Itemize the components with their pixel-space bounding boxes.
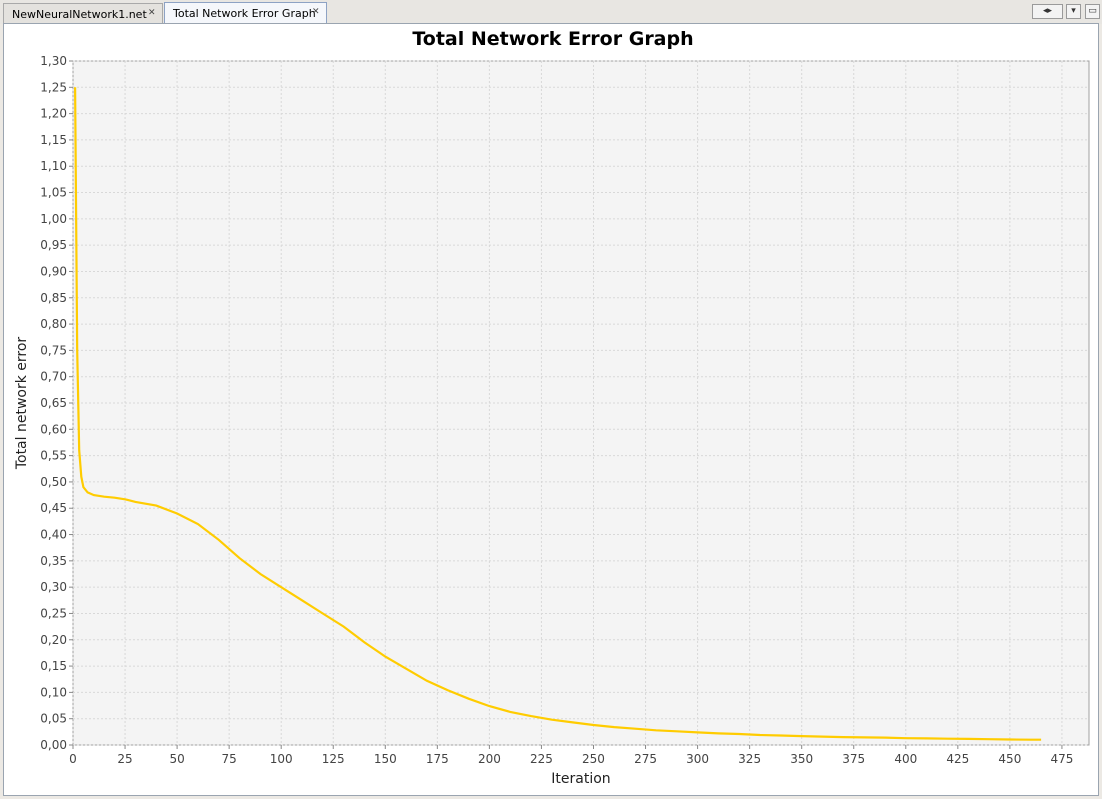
- x-tick-label: 325: [738, 752, 761, 766]
- x-tick-label: 125: [322, 752, 345, 766]
- x-tick-label: 100: [270, 752, 293, 766]
- tab-new-neural-network[interactable]: NewNeuralNetwork1.net ✕: [3, 3, 163, 23]
- tab-label: Total Network Error Graph: [173, 7, 316, 20]
- x-tick-label: 350: [790, 752, 813, 766]
- chevron-down-icon[interactable]: ▾: [1066, 4, 1081, 19]
- y-tick-label: 0,95: [40, 238, 67, 252]
- y-tick-label: 0,60: [40, 422, 67, 436]
- y-tick-label: 0,30: [40, 580, 67, 594]
- x-tick-label: 425: [946, 752, 969, 766]
- graph-panel: Total Network Error Graph 0,00 0,05 0,10 0,…: [3, 23, 1099, 796]
- y-tick-label: 0,15: [40, 659, 67, 673]
- y-tick-label: 0,35: [40, 554, 67, 568]
- tab-scroll-buttons: ◂▸: [1032, 4, 1063, 19]
- y-tick-label: 1,00: [40, 212, 67, 226]
- tab-label: NewNeuralNetwork1.net: [12, 8, 147, 21]
- y-axis-label: Total network error: [14, 337, 30, 471]
- grid-lines: [72, 60, 1089, 746]
- x-tick-label: 50: [169, 752, 184, 766]
- y-tick-label: 0,05: [40, 712, 67, 726]
- y-tick-label: 0,80: [40, 317, 67, 331]
- y-tick-label: 0,65: [40, 396, 67, 410]
- x-axis-ticks: 0 25 50 75 100 125 150 175 200 225 250 275 300 325 350…: [69, 745, 1073, 766]
- error-series-line: [74, 87, 1042, 741]
- close-icon[interactable]: ✕: [148, 8, 156, 18]
- x-tick-label: 25: [117, 752, 132, 766]
- y-tick-label: 0,20: [40, 633, 67, 647]
- x-tick-label: 275: [634, 752, 657, 766]
- y-tick-label: 0,75: [40, 343, 67, 357]
- x-tick-label: 75: [222, 752, 237, 766]
- y-tick-label: 0,55: [40, 449, 67, 463]
- x-tick-label: 200: [478, 752, 501, 766]
- chevron-left-icon[interactable]: ◂: [1042, 6, 1048, 16]
- x-tick-label: 300: [686, 752, 709, 766]
- y-tick-label: 0,45: [40, 501, 67, 515]
- y-tick-label: 1,10: [40, 159, 67, 173]
- x-tick-label: 175: [426, 752, 449, 766]
- x-axis-label: Iteration: [551, 771, 610, 787]
- y-tick-label: 0,90: [40, 264, 67, 278]
- y-tick-label: 1,30: [40, 54, 67, 68]
- close-icon[interactable]: ✕: [312, 7, 320, 17]
- y-tick-label: 0,25: [40, 606, 67, 620]
- x-tick-label: 0: [69, 752, 77, 766]
- y-tick-label: 0,85: [40, 291, 67, 305]
- x-tick-label: 150: [374, 752, 397, 766]
- error-chart: Total Network Error Graph 0,000,050,100,…: [14, 28, 1090, 787]
- y-tick-label: 1,20: [40, 107, 67, 121]
- chevron-right-icon[interactable]: ▸: [1047, 6, 1053, 16]
- x-tick-label: 450: [998, 752, 1021, 766]
- y-tick-label: 1,25: [40, 80, 67, 94]
- y-tick-label: 0,50: [40, 475, 67, 489]
- x-tick-label: 400: [894, 752, 917, 766]
- y-tick-label: 0,40: [40, 528, 67, 542]
- tab-bar: NewNeuralNetwork1.net ✕ Total Network Er…: [0, 0, 1102, 24]
- chart-title: Total Network Error Graph: [412, 28, 693, 50]
- x-tick-label: 475: [1050, 752, 1073, 766]
- y-tick-label: 0,10: [40, 685, 67, 699]
- y-tick-label: 0,00: [40, 738, 67, 752]
- x-tick-label: 225: [530, 752, 553, 766]
- x-tick-label: 250: [582, 752, 605, 766]
- y-axis-ticks: 0,00 0,05 0,10 0,15 0,20 0,25 0,30 0,35 0,40 0,45…: [40, 54, 73, 752]
- y-tick-label: 0,70: [40, 370, 67, 384]
- x-tick-label: 375: [842, 752, 865, 766]
- maximize-icon[interactable]: ▭: [1085, 4, 1100, 19]
- tab-total-network-error-graph[interactable]: Total Network Error Graph ✕: [164, 2, 327, 23]
- y-tick-label: 1,05: [40, 186, 67, 200]
- y-tick-label: 1,15: [40, 133, 67, 147]
